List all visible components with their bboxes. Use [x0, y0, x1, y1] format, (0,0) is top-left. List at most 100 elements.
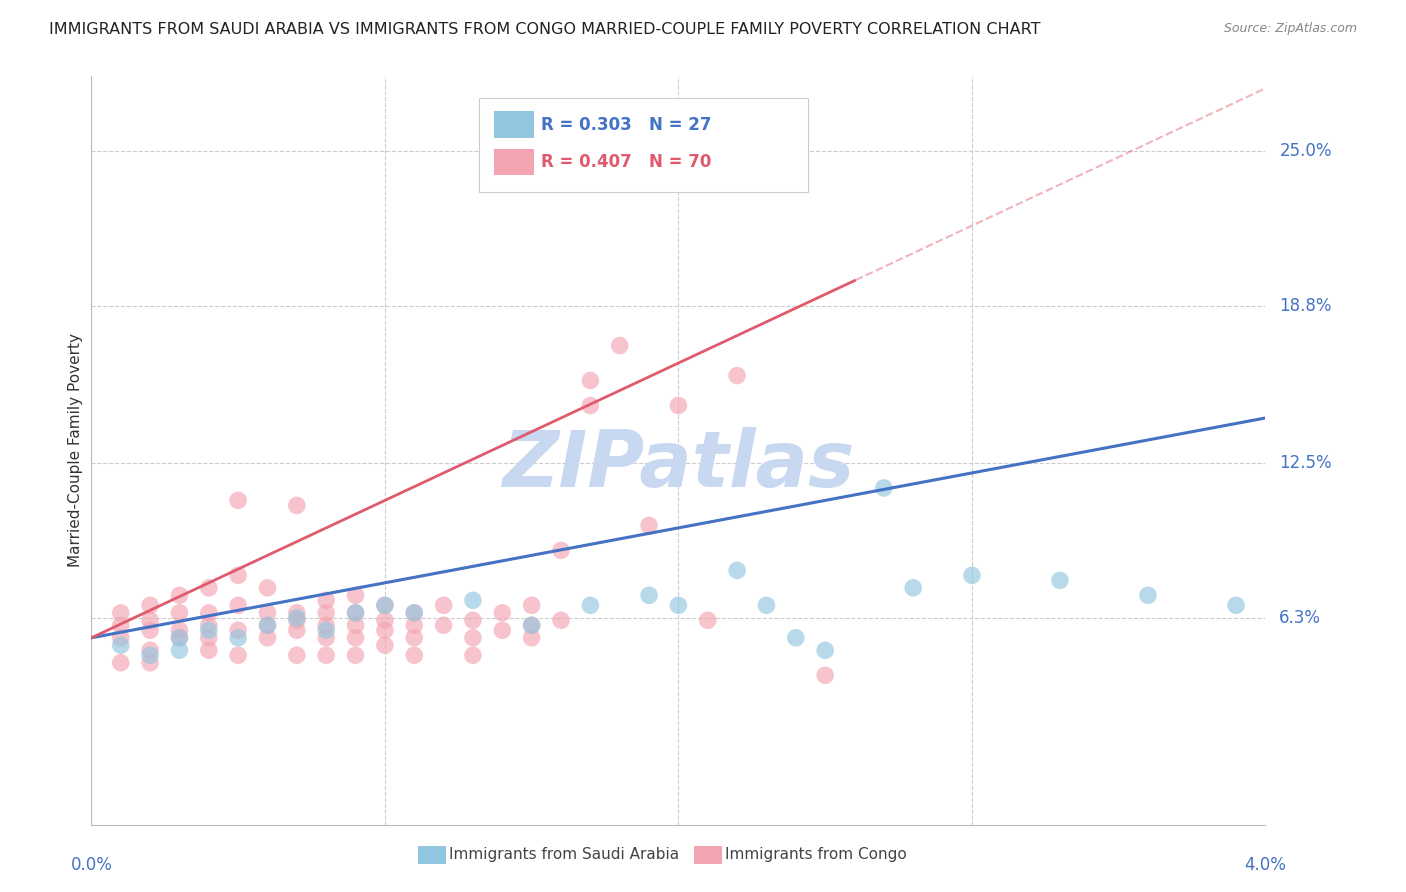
- Text: 18.8%: 18.8%: [1279, 297, 1331, 315]
- Point: [226, 599, 249, 613]
- Point: [110, 656, 132, 670]
- Point: [226, 648, 249, 663]
- Point: [226, 631, 249, 645]
- Point: [344, 588, 367, 602]
- Point: [256, 618, 278, 632]
- Point: [1049, 574, 1071, 588]
- Point: [550, 613, 572, 627]
- Point: [374, 599, 396, 613]
- Point: [814, 643, 837, 657]
- Point: [579, 399, 602, 413]
- Point: [491, 624, 513, 638]
- FancyBboxPatch shape: [693, 847, 721, 864]
- Text: 0.0%: 0.0%: [70, 855, 112, 873]
- Text: Immigrants from Saudi Arabia: Immigrants from Saudi Arabia: [450, 847, 679, 862]
- Point: [404, 606, 426, 620]
- Text: IMMIGRANTS FROM SAUDI ARABIA VS IMMIGRANTS FROM CONGO MARRIED-COUPLE FAMILY POVE: IMMIGRANTS FROM SAUDI ARABIA VS IMMIGRAN…: [49, 22, 1040, 37]
- Point: [256, 581, 278, 595]
- Text: 6.3%: 6.3%: [1279, 609, 1322, 627]
- Point: [461, 631, 484, 645]
- Point: [374, 638, 396, 652]
- Point: [579, 599, 602, 613]
- Point: [256, 606, 278, 620]
- Point: [344, 648, 367, 663]
- Text: 12.5%: 12.5%: [1279, 454, 1331, 472]
- Y-axis label: Married-Couple Family Poverty: Married-Couple Family Poverty: [67, 334, 83, 567]
- Point: [404, 618, 426, 632]
- Point: [169, 588, 191, 602]
- Point: [197, 618, 219, 632]
- Point: [520, 599, 543, 613]
- Point: [139, 599, 162, 613]
- Point: [285, 499, 308, 513]
- Point: [666, 599, 689, 613]
- Point: [374, 599, 396, 613]
- Point: [110, 631, 132, 645]
- Point: [139, 648, 162, 663]
- Point: [520, 618, 543, 632]
- Point: [432, 599, 454, 613]
- Point: [110, 606, 132, 620]
- Point: [139, 613, 162, 627]
- Point: [139, 624, 162, 638]
- Point: [285, 613, 308, 627]
- Point: [256, 618, 278, 632]
- Point: [404, 648, 426, 663]
- Point: [197, 606, 219, 620]
- Point: [638, 518, 661, 533]
- Point: [169, 624, 191, 638]
- Text: R = 0.407   N = 70: R = 0.407 N = 70: [541, 153, 711, 171]
- Point: [755, 599, 778, 613]
- Point: [197, 581, 219, 595]
- FancyBboxPatch shape: [418, 847, 446, 864]
- Point: [197, 643, 219, 657]
- Point: [550, 543, 572, 558]
- Point: [725, 563, 748, 577]
- Point: [609, 338, 631, 352]
- Point: [139, 656, 162, 670]
- FancyBboxPatch shape: [479, 98, 807, 192]
- Point: [315, 606, 337, 620]
- Point: [226, 493, 249, 508]
- Point: [344, 606, 367, 620]
- Point: [226, 568, 249, 582]
- Point: [315, 631, 337, 645]
- Point: [785, 631, 807, 645]
- Point: [374, 624, 396, 638]
- Point: [169, 631, 191, 645]
- Point: [285, 606, 308, 620]
- Point: [139, 643, 162, 657]
- Point: [315, 618, 337, 632]
- Point: [226, 624, 249, 638]
- Point: [344, 631, 367, 645]
- Point: [873, 481, 896, 495]
- Point: [404, 606, 426, 620]
- Point: [461, 613, 484, 627]
- Point: [814, 668, 837, 682]
- Point: [1225, 599, 1247, 613]
- Point: [285, 648, 308, 663]
- Point: [960, 568, 983, 582]
- Point: [344, 606, 367, 620]
- Point: [110, 618, 132, 632]
- Point: [638, 588, 661, 602]
- Text: Immigrants from Congo: Immigrants from Congo: [725, 847, 907, 862]
- Point: [169, 643, 191, 657]
- Text: R = 0.303   N = 27: R = 0.303 N = 27: [541, 116, 711, 134]
- Point: [666, 399, 689, 413]
- Point: [1136, 588, 1159, 602]
- Point: [461, 648, 484, 663]
- Point: [285, 624, 308, 638]
- Point: [520, 618, 543, 632]
- Point: [256, 631, 278, 645]
- Point: [432, 618, 454, 632]
- Text: Source: ZipAtlas.com: Source: ZipAtlas.com: [1223, 22, 1357, 36]
- Point: [169, 606, 191, 620]
- Point: [374, 613, 396, 627]
- Point: [901, 581, 924, 595]
- Point: [491, 606, 513, 620]
- Point: [404, 631, 426, 645]
- Point: [696, 613, 718, 627]
- Point: [197, 631, 219, 645]
- Text: ZIPatlas: ZIPatlas: [502, 427, 855, 503]
